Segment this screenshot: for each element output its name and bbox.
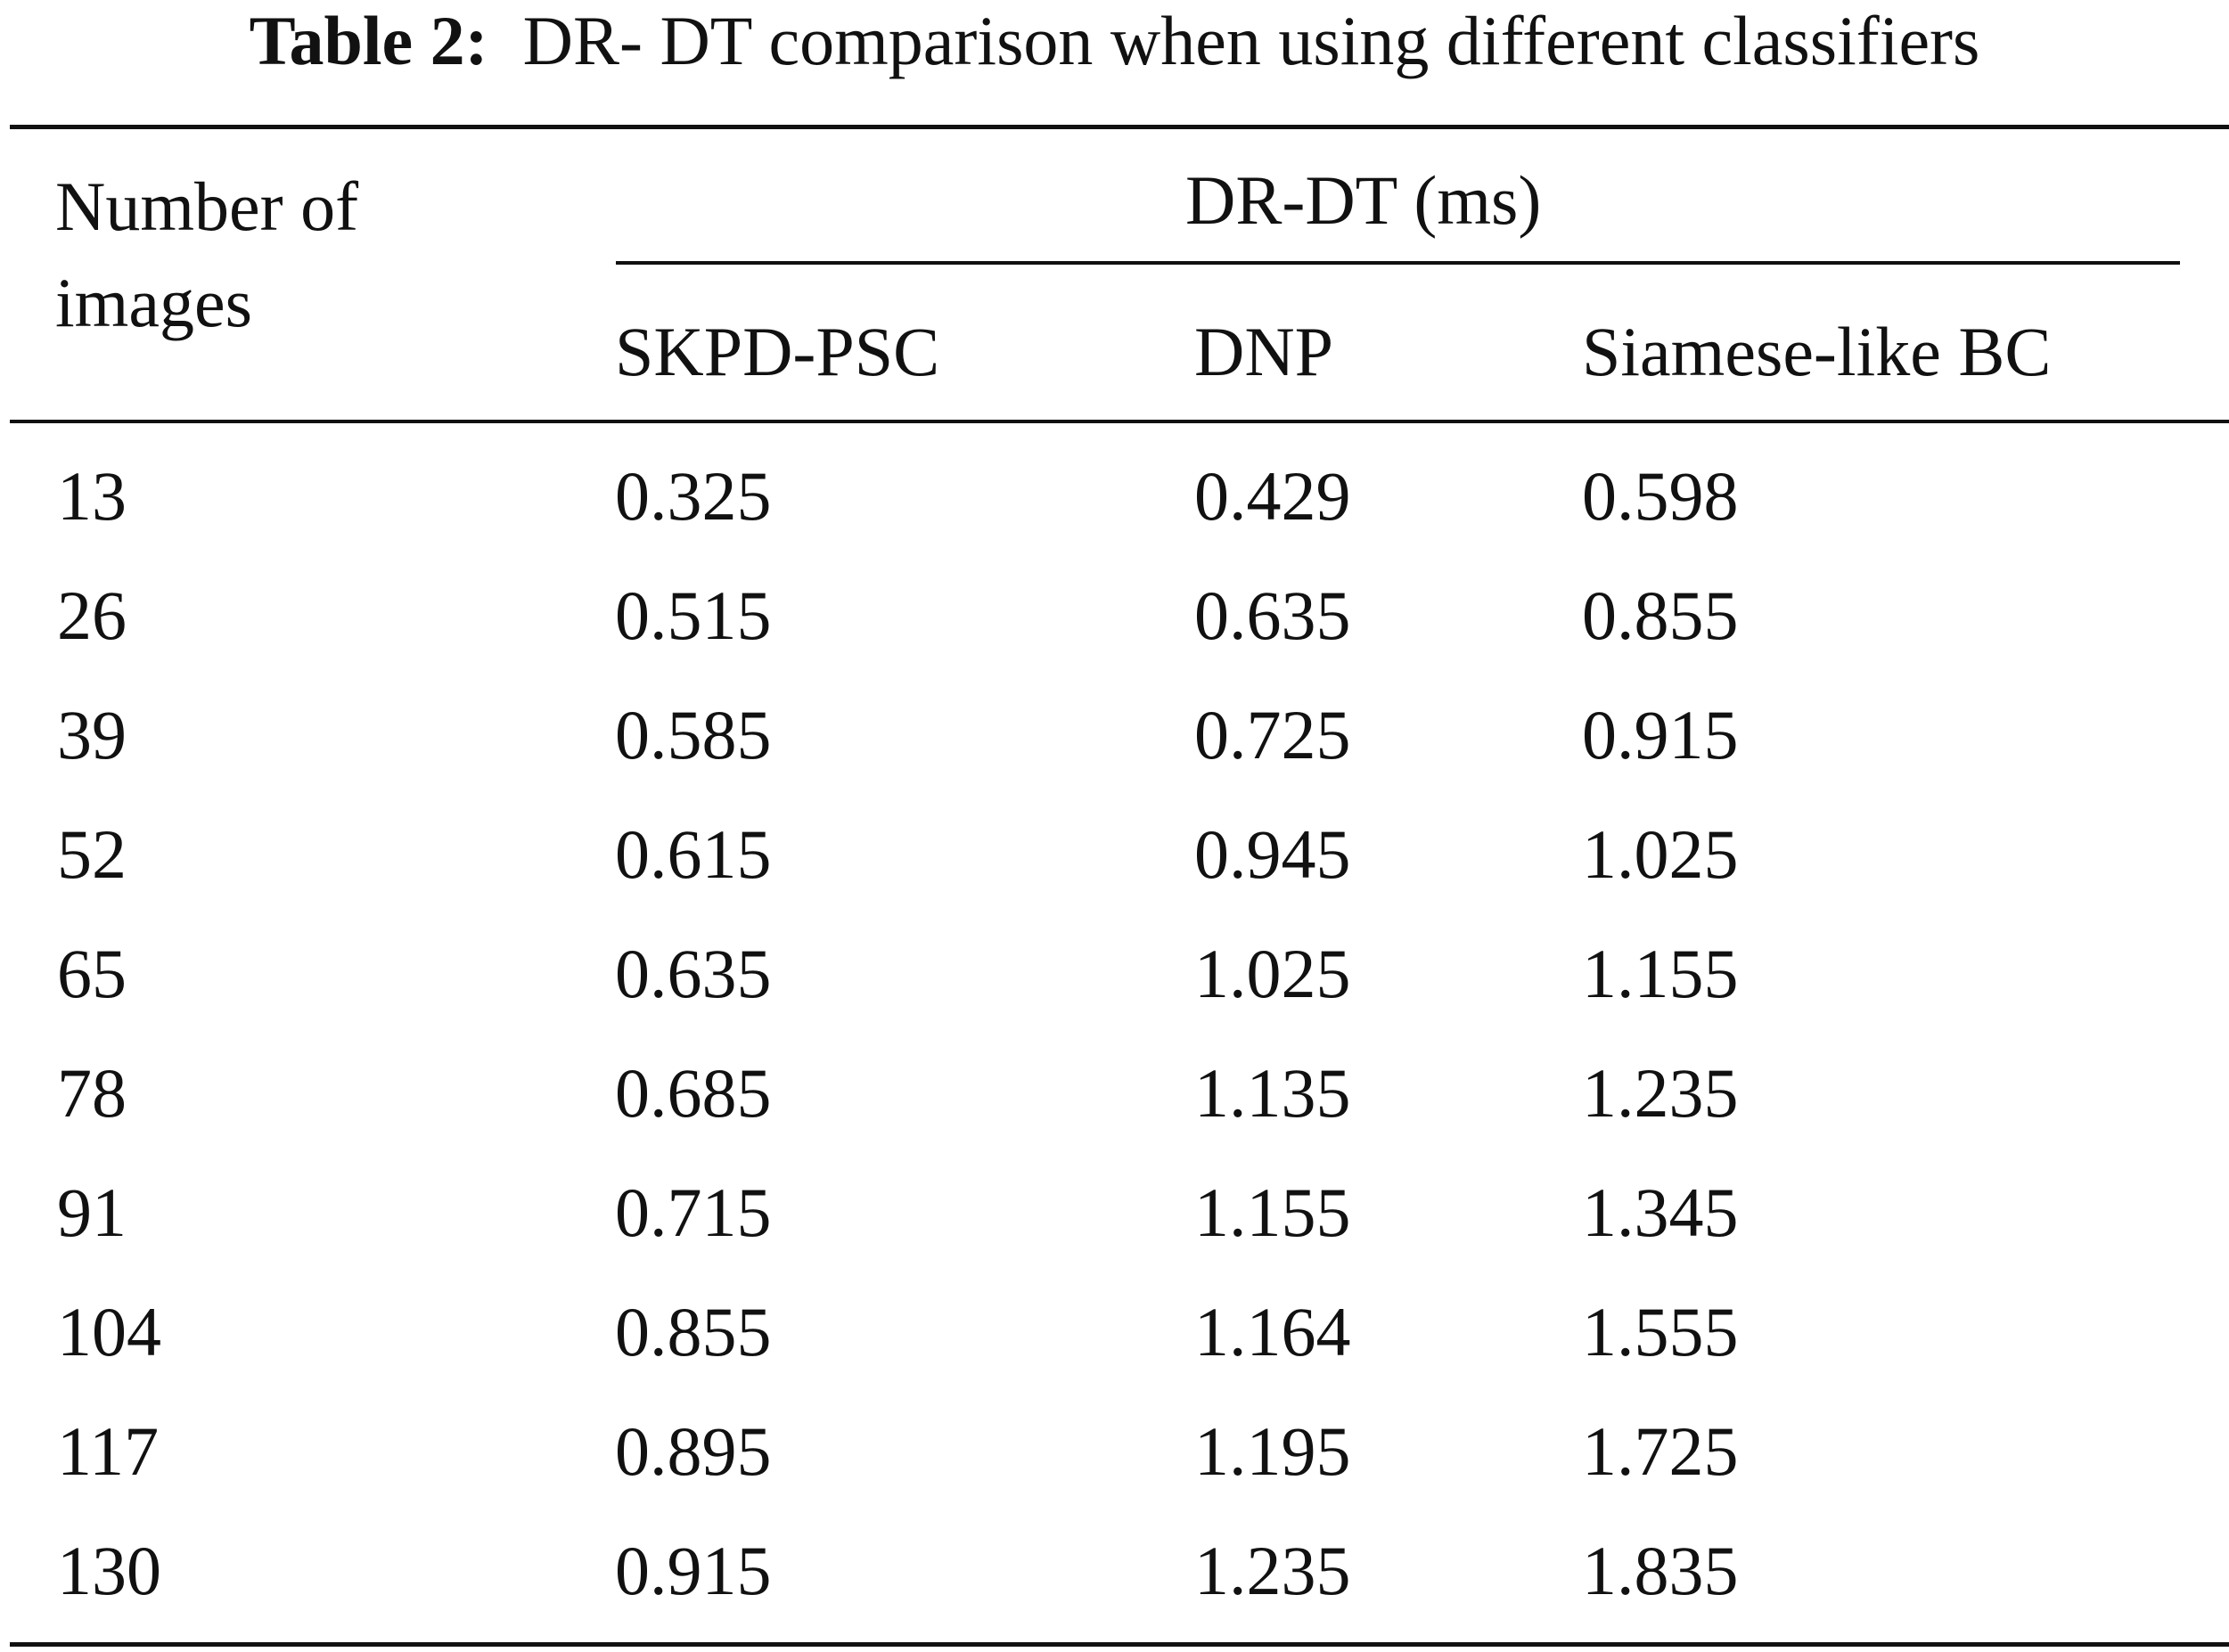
table-row: 52 0.615 0.945 1.025 (0, 814, 2229, 934)
row-dnp-value: 1.025 (1194, 935, 1351, 1012)
row-siamese-like-bc-value: 1.155 (1582, 935, 1739, 1012)
row-label-header: Number of images (55, 159, 358, 351)
row-dnp-value: 0.635 (1194, 577, 1351, 654)
header-rule (10, 420, 2229, 423)
row-number-of-images: 78 (57, 1054, 127, 1132)
column-header-siamese-like-bc: Siamese-like BC (1582, 313, 2052, 390)
row-dnp-value: 1.195 (1194, 1412, 1351, 1490)
row-number-of-images: 26 (57, 577, 127, 654)
row-dnp-value: 1.235 (1194, 1532, 1351, 1609)
row-skpd-psc-value: 0.855 (615, 1293, 772, 1370)
row-siamese-like-bc-value: 0.598 (1582, 457, 1739, 535)
table-row: 104 0.855 1.164 1.555 (0, 1292, 2229, 1411)
table-row: 26 0.515 0.635 0.855 (0, 576, 2229, 695)
table-row: 39 0.585 0.725 0.915 (0, 695, 2229, 814)
row-skpd-psc-value: 0.615 (615, 815, 772, 893)
row-number-of-images: 130 (57, 1532, 161, 1609)
table-row: 117 0.895 1.195 1.725 (0, 1411, 2229, 1531)
row-siamese-like-bc-value: 1.835 (1582, 1532, 1739, 1609)
group-header: DR-DT (ms) (1185, 161, 1542, 239)
column-header-skpd-psc: SKPD-PSC (615, 313, 940, 390)
row-number-of-images: 117 (57, 1412, 160, 1490)
row-number-of-images: 65 (57, 935, 127, 1012)
table-row: 78 0.685 1.135 1.235 (0, 1053, 2229, 1173)
row-dnp-value: 0.725 (1194, 696, 1351, 773)
bottom-rule (10, 1642, 2229, 1647)
group-header-rule (616, 261, 2180, 265)
row-number-of-images: 104 (57, 1293, 161, 1370)
row-siamese-like-bc-value: 0.915 (1582, 696, 1739, 773)
table-row: 65 0.635 1.025 1.155 (0, 934, 2229, 1053)
row-label-header-line-1: Number of (55, 168, 359, 245)
row-dnp-value: 0.945 (1194, 815, 1351, 893)
row-dnp-value: 1.164 (1194, 1293, 1351, 1370)
row-siamese-like-bc-value: 1.725 (1582, 1412, 1739, 1490)
table-caption-text: DR- DT comparison when using different c… (522, 2, 1980, 79)
row-skpd-psc-value: 0.915 (615, 1532, 772, 1609)
table-row: 91 0.715 1.155 1.345 (0, 1173, 2229, 1292)
row-skpd-psc-value: 0.515 (615, 577, 772, 654)
row-siamese-like-bc-value: 1.235 (1582, 1054, 1739, 1132)
table-row: 13 0.325 0.429 0.598 (0, 456, 2229, 576)
row-siamese-like-bc-value: 1.025 (1582, 815, 1739, 893)
row-dnp-value: 1.155 (1194, 1174, 1351, 1251)
row-label-header-line-2: images (55, 264, 252, 341)
row-siamese-like-bc-value: 1.555 (1582, 1293, 1739, 1370)
row-number-of-images: 91 (57, 1174, 127, 1251)
column-header-dnp: DNP (1194, 313, 1334, 390)
row-number-of-images: 13 (57, 457, 127, 535)
top-rule (10, 125, 2229, 129)
row-skpd-psc-value: 0.635 (615, 935, 772, 1012)
row-dnp-value: 1.135 (1194, 1054, 1351, 1132)
table-row: 130 0.915 1.235 1.835 (0, 1531, 2229, 1650)
row-siamese-like-bc-value: 0.855 (1582, 577, 1739, 654)
table-caption-label: Table 2: (249, 2, 488, 79)
row-skpd-psc-value: 0.895 (615, 1412, 772, 1490)
row-dnp-value: 0.429 (1194, 457, 1351, 535)
row-skpd-psc-value: 0.325 (615, 457, 772, 535)
row-skpd-psc-value: 0.685 (615, 1054, 772, 1132)
row-skpd-psc-value: 0.715 (615, 1174, 772, 1251)
row-number-of-images: 52 (57, 815, 127, 893)
row-skpd-psc-value: 0.585 (615, 696, 772, 773)
row-number-of-images: 39 (57, 696, 127, 773)
row-siamese-like-bc-value: 1.345 (1582, 1174, 1739, 1251)
table-caption: Table 2: DR- DT comparison when using di… (0, 0, 2229, 89)
